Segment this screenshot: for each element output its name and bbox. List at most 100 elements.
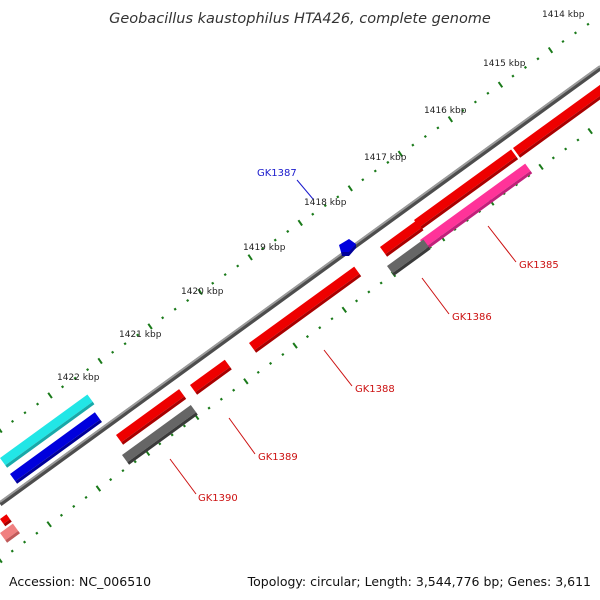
tick-mark <box>323 204 327 208</box>
tick-mark <box>158 442 162 446</box>
gene-label-gk1388[interactable]: GK1388 <box>355 384 395 395</box>
gene-labels: GK1387 GK1385 GK1386 GK1388 GK1389 GK139… <box>198 168 559 504</box>
tick-mark <box>423 134 427 139</box>
tick-mark <box>173 307 177 311</box>
kbp-label: 1418 kbp <box>304 198 347 208</box>
gene-gk1389[interactable] <box>190 359 232 395</box>
gene-gk1384-upper[interactable] <box>513 78 600 158</box>
tick-mark <box>0 428 3 434</box>
tick-mark <box>236 264 240 268</box>
tick-mark <box>232 388 236 392</box>
gene-label-gk1389[interactable]: GK1389 <box>258 452 298 463</box>
gene-label-gk1385[interactable]: GK1385 <box>519 260 559 271</box>
tick-mark <box>281 352 285 357</box>
gene-gk1386[interactable] <box>387 239 431 276</box>
kbp-label: 1420 kbp <box>181 287 224 297</box>
gene-gk1388[interactable] <box>249 266 362 353</box>
tick-mark <box>111 350 115 354</box>
tick-mark <box>207 406 211 410</box>
gene-label-gk1390[interactable]: GK1390 <box>198 493 238 504</box>
tick-mark <box>161 316 165 320</box>
tick-mark <box>561 39 565 44</box>
tick-mark <box>336 195 340 199</box>
tick-mark <box>564 147 568 151</box>
tick-mark <box>497 81 504 88</box>
kbp-label: 1422 kbp <box>57 373 100 383</box>
tick-mark <box>311 212 315 216</box>
tick-mark <box>23 411 27 415</box>
tick-mark <box>147 323 153 330</box>
tick-mark <box>223 273 227 277</box>
tick-mark <box>46 521 52 528</box>
tick-mark <box>97 357 103 365</box>
leader-lines <box>169 179 517 495</box>
leader-line-gk1385 <box>487 225 517 263</box>
tick-mark <box>473 100 477 104</box>
tick-mark <box>536 57 540 61</box>
tick-mark <box>397 150 404 157</box>
tick-mark <box>305 335 309 339</box>
tick-mark <box>297 219 303 227</box>
tick-mark <box>386 160 390 164</box>
tick-mark <box>23 540 27 544</box>
tick-mark <box>551 156 555 160</box>
gene-salmon[interactable] <box>0 523 20 543</box>
tick-mark <box>61 385 65 389</box>
gene-features <box>0 78 600 543</box>
tick-mark <box>95 485 102 492</box>
tick-mark <box>197 288 203 296</box>
tick-mark <box>73 376 77 380</box>
gene-label-gk1387[interactable]: GK1387 <box>257 168 297 179</box>
leader-line-gk1388 <box>323 349 353 387</box>
gene-blue-lower[interactable] <box>10 412 102 484</box>
tick-mark <box>379 281 383 285</box>
gene-gk1387[interactable] <box>339 239 356 256</box>
tick-mark <box>330 317 334 321</box>
tick-mark <box>59 513 63 517</box>
tick-mark <box>72 504 76 508</box>
tick-mark <box>511 74 515 78</box>
tick-mark <box>10 549 14 553</box>
tick-mark <box>86 368 90 372</box>
kbp-label: 1415 kbp <box>483 59 526 69</box>
tick-mark <box>318 326 322 330</box>
tick-mark <box>133 460 137 464</box>
tick-mark <box>573 31 578 35</box>
gene-gk1390-red[interactable] <box>116 389 187 445</box>
gene-label-gk1386[interactable]: GK1386 <box>452 312 492 323</box>
kbp-label: 1414 kbp <box>542 10 585 20</box>
kbp-label: 1416 kbp <box>424 106 467 116</box>
gene-gk1390-gray[interactable] <box>122 405 198 465</box>
tick-mark <box>123 342 127 346</box>
leader-line-gk1387 <box>296 179 314 200</box>
gene-gk1385-pink[interactable] <box>420 163 533 250</box>
tick-mark <box>341 306 348 313</box>
tick-mark <box>447 116 454 123</box>
tick-mark <box>269 361 273 365</box>
tick-mark <box>286 229 290 234</box>
gene-gk1385-red[interactable] <box>414 149 519 230</box>
gene-cyan[interactable] <box>0 394 95 468</box>
tick-mark <box>347 185 353 192</box>
tick-mark <box>219 397 223 401</box>
genome-backbone <box>0 65 600 507</box>
tick-mark <box>247 254 253 261</box>
tick-mark <box>587 127 593 135</box>
gene-red-edge[interactable] <box>0 514 12 527</box>
tick-mark <box>182 424 186 428</box>
tick-mark <box>10 419 15 423</box>
accession-text: Accession: NC_006510 <box>9 574 151 589</box>
map-title: Geobacillus kaustophilus HTA426, complet… <box>109 11 491 27</box>
gene-gk1385-small[interactable] <box>380 220 424 257</box>
tick-mark <box>486 91 490 95</box>
tick-mark <box>47 392 53 399</box>
tick-mark <box>84 495 88 499</box>
genome-summary-text: Topology: circular; Length: 3,544,776 bp… <box>247 574 591 589</box>
kbp-labels: 1414 kbp 1415 kbp 1416 kbp 1417 kbp 1418… <box>57 10 585 383</box>
tick-mark <box>292 342 298 349</box>
outer-tick-track <box>0 22 590 434</box>
inner-tick-track <box>0 127 593 564</box>
tick-mark <box>355 299 359 303</box>
tick-mark <box>121 469 125 473</box>
